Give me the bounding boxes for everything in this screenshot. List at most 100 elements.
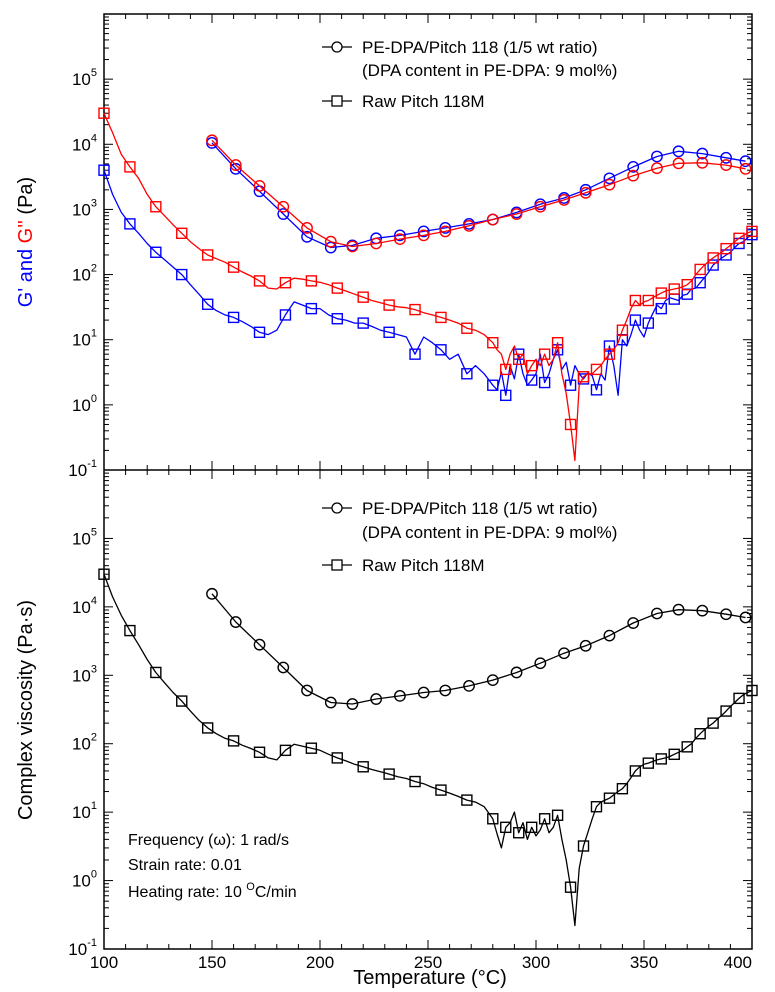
y-tick-base: 10 bbox=[72, 598, 91, 617]
data-point-square bbox=[694, 263, 706, 276]
data-point-circle bbox=[558, 647, 570, 660]
data-point-circle bbox=[672, 145, 685, 158]
data-point-square bbox=[616, 324, 629, 336]
series-line bbox=[211, 142, 746, 249]
data-point-square bbox=[525, 359, 538, 372]
y-tick-exponent: 4 bbox=[91, 595, 97, 607]
data-point-square bbox=[668, 748, 680, 761]
series-blend-0 bbox=[206, 137, 752, 254]
data-point-square bbox=[227, 735, 240, 747]
data-point-square bbox=[461, 322, 473, 334]
data-point-square bbox=[124, 624, 136, 637]
data-point-square bbox=[642, 757, 655, 769]
y-tick-exponent: 1 bbox=[91, 328, 97, 340]
series-line bbox=[103, 112, 753, 462]
data-point-circle bbox=[206, 134, 218, 147]
data-point-circle bbox=[651, 607, 663, 620]
data-point-square bbox=[124, 161, 136, 173]
data-point-circle bbox=[253, 179, 266, 192]
data-point-circle bbox=[439, 222, 452, 234]
data-point-circle bbox=[229, 159, 242, 171]
data-point-circle bbox=[463, 219, 475, 232]
data-point-square bbox=[668, 283, 680, 295]
y-tick-exponent: -1 bbox=[87, 458, 97, 470]
x-tick-label: 400 bbox=[724, 953, 752, 972]
data-point-circle bbox=[651, 162, 663, 175]
y-tick-base: 10 bbox=[72, 666, 91, 685]
annotation-strain-rate: Strain rate: 0.01 bbox=[128, 857, 242, 874]
bottom-legend: PE-DPA/Pitch 118 (1/5 wt ratio) (DPA con… bbox=[322, 499, 617, 575]
x-axis-title: Temperature (°C) bbox=[353, 967, 507, 989]
data-point-square bbox=[629, 314, 642, 326]
legend-label-blend: PE-DPA/Pitch 118 (1/5 wt ratio) bbox=[362, 499, 598, 518]
data-point-square bbox=[694, 277, 706, 289]
y-tick-base: 10 bbox=[72, 872, 91, 891]
y-tick-base: 10 bbox=[72, 200, 91, 219]
data-point-circle bbox=[672, 157, 685, 170]
x-tick-label: 250 bbox=[414, 953, 442, 972]
data-point-square bbox=[305, 275, 318, 287]
data-point-circle bbox=[510, 666, 523, 679]
data-point-square bbox=[487, 336, 499, 349]
data-point-circle bbox=[394, 229, 406, 242]
data-point-square bbox=[564, 881, 577, 893]
data-point-square bbox=[577, 840, 590, 852]
data-point-square bbox=[733, 692, 745, 705]
x-tick-label: 150 bbox=[198, 953, 226, 972]
data-point-square bbox=[331, 282, 343, 294]
data-point-circle bbox=[739, 611, 752, 624]
legend-marker-circle bbox=[331, 502, 343, 514]
y-tick-label: 104 bbox=[72, 132, 97, 154]
data-point-square bbox=[720, 705, 732, 717]
data-point-square bbox=[150, 201, 162, 213]
data-point-circle bbox=[486, 674, 499, 687]
data-point-square bbox=[435, 311, 447, 324]
data-point-circle bbox=[627, 169, 640, 182]
data-point-circle bbox=[627, 617, 640, 629]
data-point-square bbox=[616, 783, 629, 795]
data-point-square bbox=[538, 813, 551, 825]
data-point-square bbox=[538, 348, 551, 360]
y-tick-exponent: 2 bbox=[91, 732, 97, 744]
top-series bbox=[98, 107, 758, 462]
data-point-square bbox=[720, 242, 732, 255]
ylabel-part-g-double-prime: G'' bbox=[15, 220, 37, 243]
data-point-square bbox=[642, 317, 655, 329]
plot-frame bbox=[103, 13, 753, 950]
data-point-square bbox=[733, 232, 745, 245]
data-point-circle bbox=[301, 222, 313, 234]
data-point-circle bbox=[579, 186, 592, 199]
data-point-square bbox=[357, 317, 369, 329]
y-tick-exponent: 4 bbox=[91, 132, 97, 144]
series-raw-pitch-1 bbox=[98, 568, 758, 927]
data-point-square bbox=[305, 742, 318, 754]
data-point-square bbox=[227, 261, 240, 273]
heating-rate-degree: O bbox=[246, 881, 255, 893]
data-point-circle bbox=[720, 159, 732, 171]
data-point-circle bbox=[277, 661, 290, 674]
y-tick-label: 102 bbox=[72, 263, 97, 285]
data-point-square bbox=[279, 744, 292, 757]
data-point-square bbox=[435, 344, 447, 356]
y-tick-exponent: 5 bbox=[91, 526, 97, 538]
x-tick-label: 350 bbox=[630, 953, 658, 972]
data-point-square bbox=[655, 302, 667, 315]
data-point-square bbox=[707, 259, 719, 271]
annotation-frequency: Frequency (ω): 1 rad/s bbox=[128, 832, 289, 849]
x-tick-label: 200 bbox=[306, 953, 334, 972]
data-point-square bbox=[176, 268, 188, 281]
data-point-square bbox=[279, 309, 292, 321]
y-tick-label: 105 bbox=[72, 67, 97, 89]
data-point-circle bbox=[439, 225, 452, 238]
data-point-circle bbox=[486, 213, 499, 226]
legend-marker-square bbox=[331, 95, 343, 107]
data-point-square bbox=[525, 374, 538, 386]
y-tick-base: 10 bbox=[72, 266, 91, 285]
y-tick-exponent: 0 bbox=[91, 869, 97, 881]
series-line bbox=[211, 139, 746, 248]
series-line bbox=[103, 169, 753, 396]
data-point-square bbox=[176, 695, 188, 707]
data-point-circle bbox=[370, 237, 383, 250]
data-point-square bbox=[642, 294, 655, 307]
y-tick-exponent: 5 bbox=[91, 67, 97, 79]
